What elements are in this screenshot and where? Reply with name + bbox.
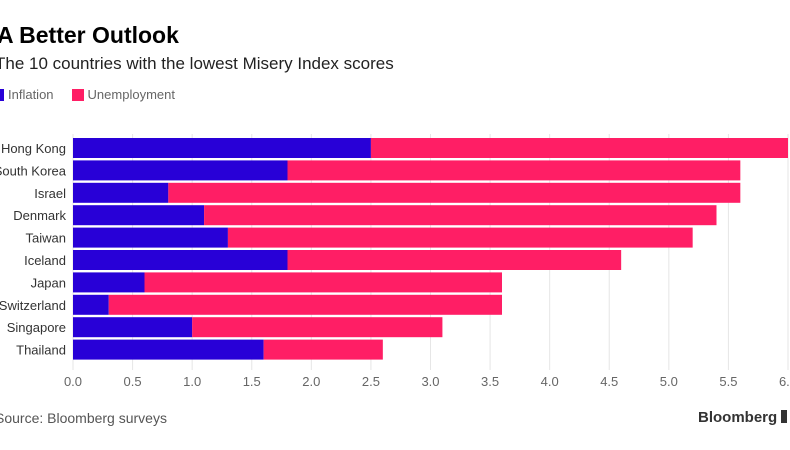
x-tick-label: 0.5: [124, 374, 142, 389]
x-tick-label: 4.5: [600, 374, 618, 389]
bar-inflation: [73, 339, 264, 360]
y-category-label: Iceland: [24, 253, 66, 268]
bar-unemployment: [287, 250, 622, 270]
y-category-label: Thailand: [16, 343, 66, 358]
chart-subtitle: The 10 countries with the lowest Misery …: [0, 54, 394, 73]
legend-swatch-inflation: [0, 88, 4, 101]
bar-inflation: [73, 160, 288, 181]
bar-unemployment: [108, 294, 502, 315]
x-tick-label: 6.0: [779, 374, 790, 389]
y-category-label: Denmark: [13, 208, 66, 223]
bar-unemployment: [168, 182, 741, 203]
legend-label: Unemployment: [87, 87, 175, 102]
legend-label: Inflation: [8, 87, 54, 102]
y-category-label: South Korea: [0, 163, 67, 178]
bar-unemployment: [227, 227, 693, 248]
x-tick-label: 5.0: [660, 374, 678, 389]
bar-unemployment: [370, 138, 788, 158]
legend-item-unemployment: Unemployment: [71, 87, 175, 102]
bloomberg-logo: Bloomberg: [698, 409, 788, 426]
x-tick-label: 1.0: [183, 374, 201, 389]
y-category-label: Singapore: [7, 320, 66, 335]
x-tick-label: 3.0: [421, 374, 439, 389]
legend-swatch-unemployment: [71, 88, 84, 101]
y-category-label: Hong Kong: [1, 141, 66, 156]
bar-inflation: [73, 182, 169, 203]
bar-inflation: [73, 138, 371, 158]
bar-unemployment: [144, 272, 502, 293]
x-tick-label: 0.0: [64, 374, 82, 389]
x-tick-label: 1.5: [243, 374, 261, 389]
y-category-label: Switzerland: [0, 298, 66, 313]
x-tick-label: 3.5: [481, 374, 499, 389]
y-category-label: Israel: [34, 186, 66, 201]
bar-unemployment: [263, 339, 383, 360]
bar-unemployment: [204, 205, 717, 226]
bar-inflation: [73, 294, 109, 315]
x-tick-label: 4.0: [541, 374, 559, 389]
x-tick-label: 2.0: [302, 374, 320, 389]
chart-title: A Better Outlook: [0, 22, 179, 48]
logo-mark-icon: [781, 410, 788, 423]
bar-inflation: [73, 227, 228, 248]
brand-text: Bloomberg: [698, 409, 778, 426]
y-category-label: Taiwan: [26, 231, 66, 246]
bar-unemployment: [287, 160, 741, 181]
x-tick-label: 2.5: [362, 374, 380, 389]
bar-unemployment: [192, 317, 443, 338]
legend-item-inflation: Inflation: [0, 87, 54, 102]
x-tick-label: 5.5: [719, 374, 737, 389]
bar-inflation: [73, 250, 288, 270]
bar-inflation: [73, 317, 193, 338]
y-category-label: Japan: [31, 275, 66, 290]
bar-inflation: [73, 205, 205, 226]
bar-inflation: [73, 272, 145, 293]
legend: Inflation Unemployment: [0, 87, 175, 102]
source-note: Source: Bloomberg surveys: [0, 410, 167, 426]
